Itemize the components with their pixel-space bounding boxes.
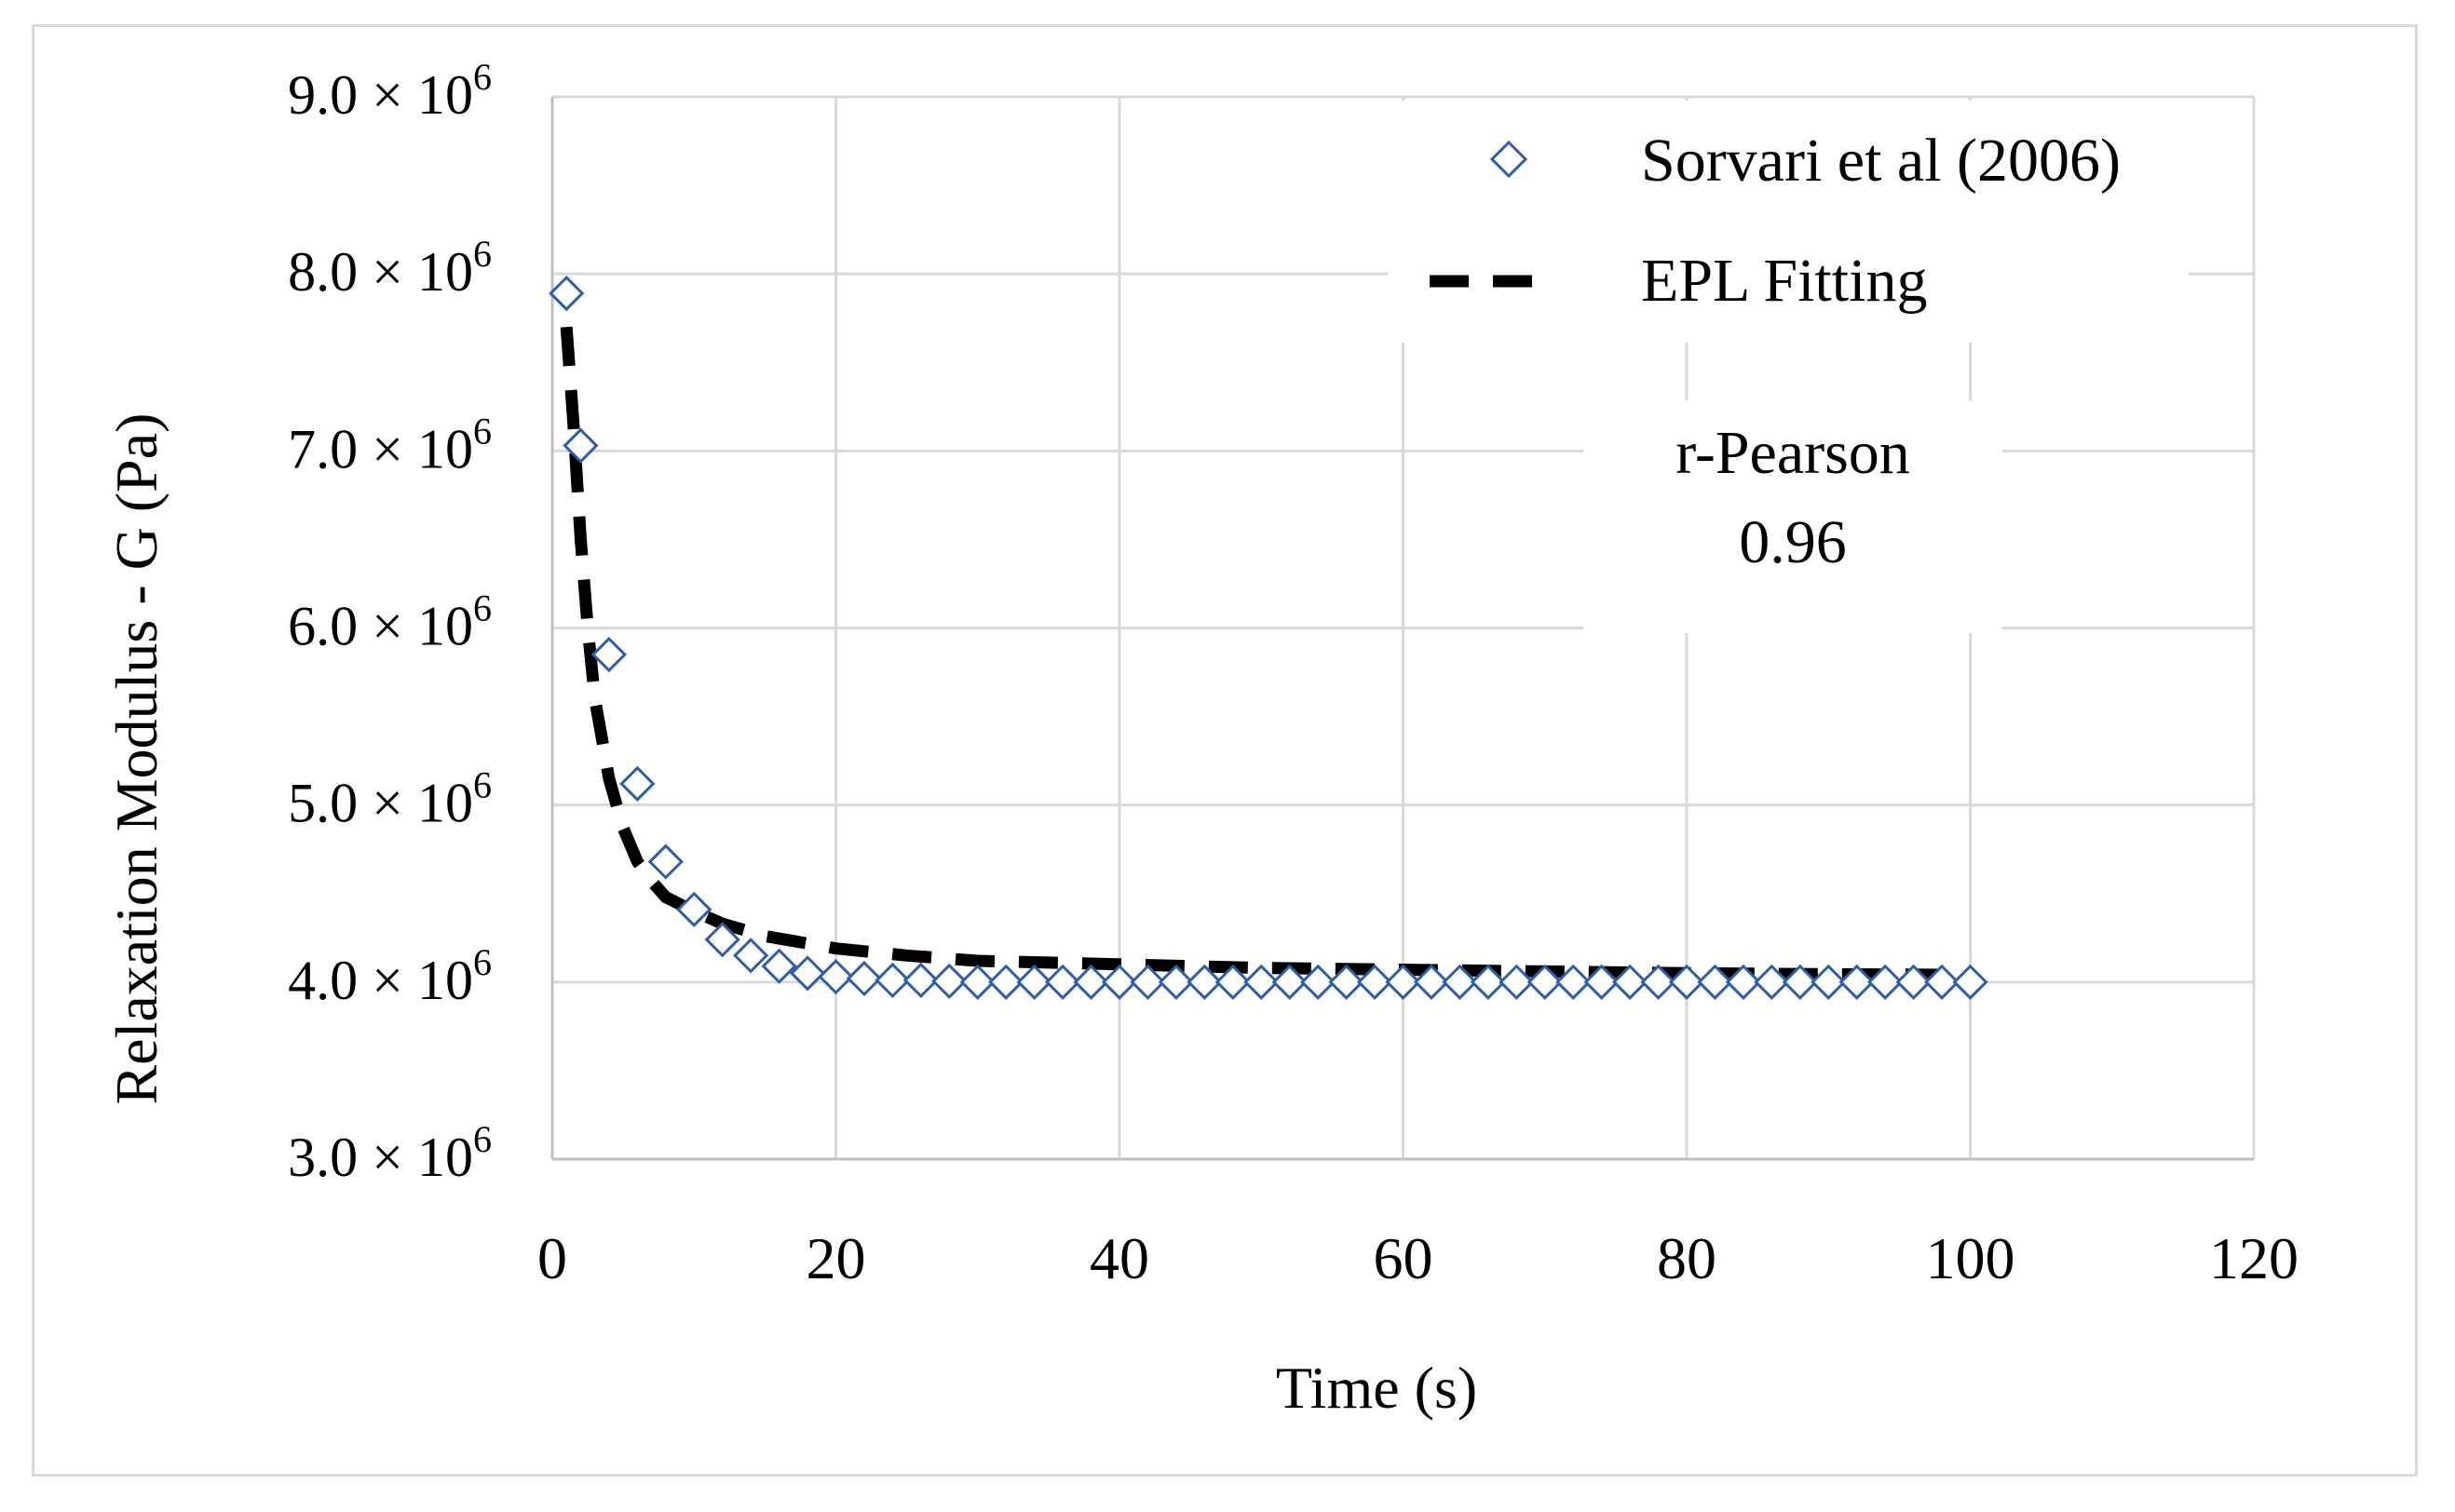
data-point-marker	[1271, 964, 1308, 1000]
data-point-marker	[1838, 964, 1875, 1000]
y-tick-label: 4.0 × 106	[288, 941, 492, 1011]
x-tick-label: 100	[1926, 1225, 2015, 1291]
data-point-marker	[1442, 964, 1478, 1000]
x-tick-label: 120	[2209, 1225, 2299, 1291]
y-tick-label: 7.0 × 106	[288, 410, 492, 479]
data-point-marker	[1611, 964, 1648, 1000]
data-point-marker	[1640, 964, 1676, 1000]
data-point-marker	[1895, 964, 1932, 1000]
data-point-marker	[733, 938, 769, 974]
y-tick-label: 3.0 × 106	[288, 1118, 492, 1188]
data-point-marker	[1130, 964, 1166, 1000]
data-point-marker	[931, 963, 968, 1000]
data-point-marker	[1697, 964, 1733, 1000]
data-point-marker	[1073, 964, 1109, 1000]
data-point-marker	[1243, 964, 1280, 1000]
data-point-marker	[1555, 964, 1592, 1000]
sorvari-data-markers	[549, 275, 1988, 1000]
data-point-marker	[619, 765, 656, 802]
r-pearson-value: 0.96	[1739, 508, 1847, 576]
x-tick-label: 20	[807, 1225, 866, 1291]
data-point-marker	[1016, 964, 1052, 1000]
data-point-marker	[704, 922, 740, 958]
x-tick-label: 80	[1657, 1225, 1716, 1291]
data-point-marker	[789, 955, 826, 992]
data-point-marker	[1328, 964, 1364, 1000]
data-point-marker	[1470, 964, 1506, 1000]
y-tick-labels: 3.0 × 106 4.0 × 106 5.0 × 106 6.0 × 106 7.0 …	[288, 56, 492, 1188]
legend: Sorvari et al (2006) EPL Fitting	[1388, 101, 2189, 343]
x-axis-title: Time (s)	[1276, 1355, 1477, 1421]
x-tick-labels: 0 20 40 60 80 100 120	[537, 1225, 2299, 1291]
legend-label-sorvari: Sorvari et al (2006)	[1641, 127, 2121, 195]
data-point-marker	[875, 962, 911, 999]
data-point-marker	[1214, 964, 1251, 1000]
data-point-marker	[1583, 964, 1620, 1000]
data-point-marker	[902, 962, 939, 999]
legend-background	[1388, 101, 2189, 343]
data-point-marker	[1668, 964, 1705, 1000]
data-point-marker	[1385, 964, 1421, 1000]
data-point-marker	[818, 959, 854, 995]
data-point-marker	[1356, 964, 1393, 1000]
r-pearson-label: r-Pearson	[1675, 419, 1910, 487]
data-point-marker	[1754, 964, 1790, 1000]
x-tick-label: 60	[1374, 1225, 1433, 1291]
data-point-marker	[1867, 964, 1904, 1000]
r-pearson-annotation: r-Pearson 0.96	[1583, 400, 2002, 633]
data-point-marker	[1923, 964, 1960, 1000]
legend-diamond-icon	[1489, 140, 1528, 179]
data-point-marker	[647, 844, 684, 880]
data-point-marker	[549, 275, 585, 312]
y-axis-title: Relaxation Modulus - G (Pa)	[103, 413, 170, 1105]
x-tick-label: 0	[537, 1225, 567, 1291]
data-point-marker	[846, 960, 883, 997]
data-point-marker	[1811, 964, 1847, 1000]
data-point-marker	[1101, 964, 1138, 1000]
data-point-marker	[1499, 964, 1535, 1000]
y-tick-label: 6.0 × 106	[288, 587, 492, 657]
annotation-background	[1583, 400, 2002, 633]
data-point-marker	[761, 948, 797, 984]
data-point-marker	[1782, 964, 1818, 1000]
data-point-marker	[676, 891, 712, 927]
legend-label-epl: EPL Fitting	[1641, 247, 1927, 315]
data-point-marker	[1526, 964, 1563, 1000]
data-point-marker	[1187, 964, 1223, 1000]
y-tick-label: 5.0 × 106	[288, 764, 492, 834]
data-point-marker	[1952, 964, 1988, 1000]
y-tick-label: 8.0 × 106	[288, 233, 492, 303]
data-point-marker	[590, 636, 628, 673]
x-tick-label: 40	[1090, 1225, 1149, 1291]
data-point-marker	[1725, 964, 1762, 1000]
data-point-marker	[988, 964, 1024, 1000]
data-point-marker	[1413, 964, 1450, 1000]
y-tick-label: 9.0 × 106	[288, 56, 492, 126]
data-point-marker	[1300, 964, 1336, 1000]
data-point-marker	[563, 427, 599, 464]
data-point-marker	[1158, 964, 1195, 1000]
data-point-marker	[959, 964, 996, 1000]
data-point-marker	[1044, 964, 1081, 1000]
